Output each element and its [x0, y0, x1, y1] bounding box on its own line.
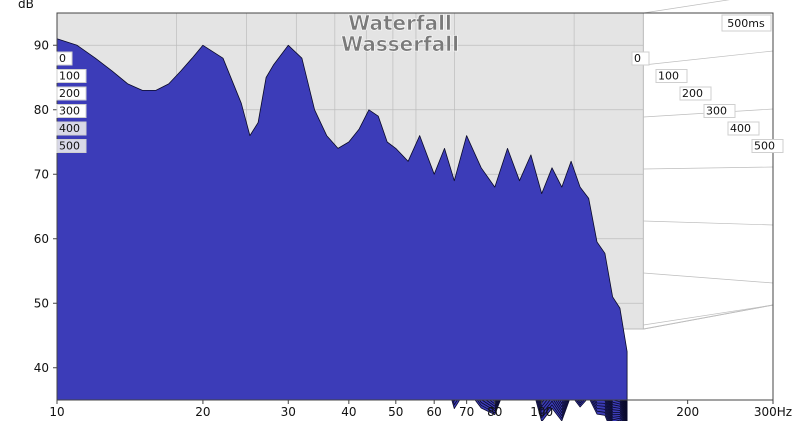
time-tick-right-box-4 — [727, 121, 760, 136]
waterfall-slices — [56, 38, 628, 421]
x-tick-label-6: 70 — [459, 405, 474, 419]
x-tick-label-10: 300Hz — [754, 405, 792, 419]
x-tick-label-4: 50 — [388, 405, 403, 419]
time-tick-left-1: 100 — [59, 70, 80, 83]
time-tick-left-box-0 — [56, 51, 73, 66]
time-tick-left-3: 300 — [59, 105, 80, 118]
time-tick-right-0: 0 — [634, 52, 641, 65]
x-axis-ticks: 10 20 30 40 50 60 70 80 100 200 300Hz — [49, 400, 792, 419]
x-tick-label-5: 60 — [427, 405, 442, 419]
time-badge: 500ms — [727, 17, 765, 30]
time-tick-right-box-0 — [631, 51, 650, 66]
time-tick-left-box-4 — [56, 121, 87, 136]
time-tick-left-0: 0 — [59, 52, 66, 65]
y-tick-label-1: 50 — [34, 296, 49, 310]
x-tick-label-3: 40 — [341, 405, 356, 419]
y-tick-label-2: 60 — [34, 232, 49, 246]
y-axis-label: dB — [18, 0, 34, 11]
chart-title: Waterfall — [348, 11, 452, 35]
y-tick-label-5: 90 — [34, 38, 49, 52]
chart-subtitle: Wasserfall — [341, 32, 459, 56]
y-axis-ticks: 40 50 60 70 80 90 — [34, 38, 57, 375]
time-tick-right-2: 200 — [682, 87, 703, 100]
time-badge-box — [721, 14, 772, 32]
x-tick-label-2: 30 — [281, 405, 296, 419]
grid-side-3 — [643, 166, 774, 170]
time-tick-left-box-3 — [56, 104, 87, 118]
x-tick-label-9: 200 — [676, 405, 699, 419]
grid-side-1 — [643, 50, 774, 66]
time-tick-right-4: 400 — [730, 122, 751, 135]
waterfall-slice-0 — [56, 38, 628, 401]
time-tick-left-5: 500 — [59, 140, 80, 153]
y-tick-label-4: 80 — [34, 103, 49, 117]
time-tick-left-4: 400 — [59, 122, 80, 135]
time-tick-right-box-5 — [751, 139, 784, 153]
time-tick-left-box-2 — [56, 86, 87, 101]
grid-side-6 — [643, 304, 774, 326]
y-tick-label-3: 70 — [34, 167, 49, 181]
grid-side-4 — [643, 220, 774, 226]
time-tick-right-1: 100 — [658, 70, 679, 83]
grid-side-0 — [643, 0, 730, 14]
grid-side-5 — [643, 272, 774, 284]
x-tick-label-7: 80 — [487, 405, 502, 419]
x-tick-label-0: 10 — [49, 405, 64, 419]
time-tick-left-2: 200 — [59, 87, 80, 100]
time-tick-right-3: 300 — [706, 105, 727, 118]
time-tick-right-box-1 — [655, 69, 688, 83]
y-tick-label-0: 40 — [34, 361, 49, 375]
x-tick-label-1: 20 — [195, 405, 210, 419]
time-tick-right-box-3 — [703, 104, 736, 118]
time-tick-left-box-1 — [56, 69, 87, 83]
time-tick-left-box-5 — [56, 139, 87, 153]
time-tick-right-5: 500 — [754, 140, 775, 153]
time-tick-right-box-2 — [679, 86, 712, 101]
x-tick-label-8: 100 — [530, 405, 553, 419]
plot-frame — [56, 12, 774, 401]
